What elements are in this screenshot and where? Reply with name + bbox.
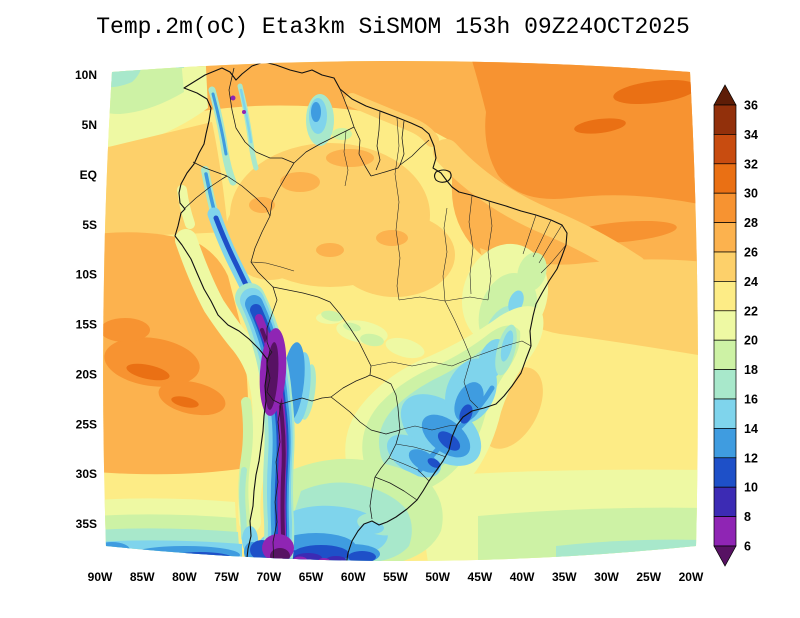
colorbar-band [713,486,737,517]
colorbar-cap-top [713,84,737,106]
colorbar-tick-label: 26 [744,246,758,260]
colorbar-band [713,516,737,547]
colorbar-tick-label: 14 [744,422,758,436]
lon-axis-labels: 90W 85W 80W 75W 70W 65W 60W 55W 50W 45W 40W 35W 30W 2… [88,570,704,584]
colorbar-tick-label: 24 [744,275,758,289]
lon-axis-label: 25W [636,570,661,584]
colorbar-tick-label: 16 [744,393,758,407]
colorbar-band [713,310,737,341]
lon-axis-label: 20W [679,570,704,584]
colorbar: 36 34 32 30 28 26 24 22 20 18 16 14 12 10 8 6 [713,84,758,567]
colorbar-band [713,222,737,253]
colorbar-band [713,339,737,370]
lat-axis-label: 35S [76,517,97,531]
colorbar-tick-label: 34 [744,128,758,142]
lat-axis-label: 10N [75,68,97,82]
lat-axis-label: 20S [76,367,97,381]
lat-axis-label: 15S [76,318,97,332]
colorbar-tick-label: 20 [744,334,758,348]
colorbar-band [713,134,737,165]
colorbar-band [713,457,737,488]
colorbar-band [713,281,737,312]
lon-axis-label: 45W [468,570,493,584]
colorbar-tick-label: 8 [744,510,751,524]
colorbar-band [713,163,737,194]
lon-axis-label: 65W [299,570,324,584]
colorbar-tick-label: 30 [744,187,758,201]
lon-axis-label: 30W [594,570,619,584]
state-borders [250,117,567,482]
lon-axis-label: 90W [88,570,113,584]
colorbar-band [713,398,737,429]
colorbar-tick-label: 22 [744,304,758,318]
lon-axis-label: 50W [425,570,450,584]
colorbar-tick-label: 36 [744,99,758,113]
colorbar-tick-label: 18 [744,363,758,377]
colorbar-band [713,428,737,459]
lat-axis-label: 30S [76,467,97,481]
lat-axis-label: EQ [80,168,97,182]
colorbar-tick-label: 10 [744,481,758,495]
lat-axis-label: 10S [76,268,97,282]
colorbar-band [713,192,737,223]
temperature-field [103,61,698,561]
lon-axis-label: 60W [341,570,366,584]
lon-axis-label: 35W [552,570,577,584]
colorbar-tick-label: 12 [744,451,758,465]
colorbar-band [713,104,737,135]
lon-axis-label: 80W [172,570,197,584]
colorbar-tick-label: 32 [744,157,758,171]
colorbar-band [713,251,737,282]
colorbar-tick-label: 6 [744,540,751,554]
lat-axis-labels: 10N 5N EQ 5S 10S 15S 20S 25S 30S 35S [75,68,97,531]
lon-axis-label: 75W [214,570,239,584]
south-america-coastline [174,61,568,561]
lon-axis-label: 40W [510,570,535,584]
lon-axis-label: 85W [130,570,155,584]
lon-axis-label: 70W [256,570,281,584]
coastlines [174,61,568,561]
colorbar-band [713,369,737,400]
lat-axis-label: 25S [76,417,97,431]
lat-axis-label: 5S [82,218,97,232]
marajo-island [433,169,452,183]
colorbar-cap-bottom [713,545,737,567]
plot-title: Temp.2m(oC) Eta3km SiSMOM 153h 09Z24OCT2… [96,14,690,40]
lat-axis-label: 5N [82,118,97,132]
colorbar-tick-label: 28 [744,216,758,230]
lon-axis-label: 55W [383,570,408,584]
